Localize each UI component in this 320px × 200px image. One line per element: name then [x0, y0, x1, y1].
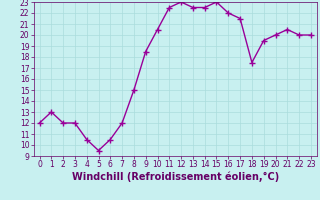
X-axis label: Windchill (Refroidissement éolien,°C): Windchill (Refroidissement éolien,°C) — [72, 172, 279, 182]
